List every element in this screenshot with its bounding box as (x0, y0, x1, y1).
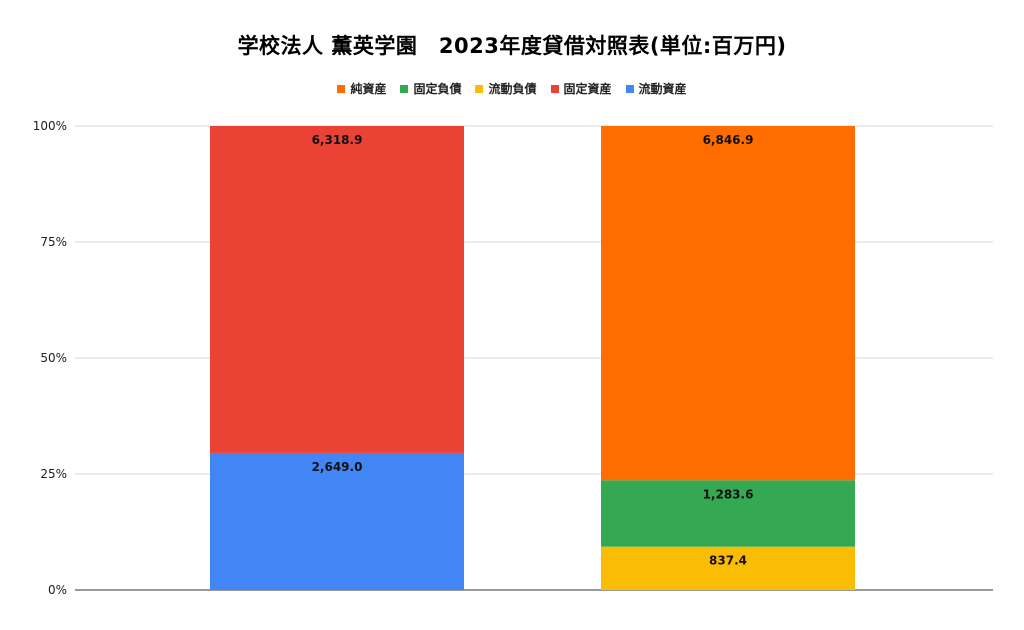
legend-swatch (475, 84, 484, 93)
legend-swatch (625, 84, 634, 93)
legend-label: 流動資産 (638, 82, 687, 96)
legend-swatch (337, 84, 346, 93)
data-label: 1,283.6 (703, 487, 754, 501)
legend-swatch (400, 84, 409, 93)
data-label: 6,846.9 (703, 133, 754, 147)
y-tick-label: 100% (33, 119, 67, 133)
chart-legend: 純資産 固定負債 流動負債 固定資産 流動資産 (0, 80, 1024, 97)
data-label: 2,649.0 (312, 460, 363, 474)
legend-item: 純資産 (337, 80, 386, 97)
bar-segment (601, 546, 855, 590)
legend-item: 固定資産 (550, 80, 612, 97)
y-tick-label: 75% (40, 235, 67, 249)
bar-segment (210, 452, 464, 590)
data-label: 837.4 (709, 554, 747, 568)
legend-swatch (550, 84, 559, 93)
legend-label: 流動負債 (488, 82, 537, 96)
chart-title: 学校法人 薫英学園 2023年度貸借対照表(単位:百万円) (237, 34, 787, 58)
y-tick-label: 25% (40, 467, 67, 481)
legend-label: 純資産 (350, 82, 387, 96)
y-tick-label: 0% (48, 583, 67, 597)
legend-label: 固定資産 (563, 82, 612, 96)
bar-segment (210, 126, 464, 453)
bar-segment (601, 480, 855, 547)
bar-segment (601, 126, 855, 481)
data-label: 6,318.9 (312, 133, 363, 147)
y-tick-label: 50% (40, 351, 67, 365)
legend-item: 固定負債 (400, 80, 461, 97)
legend-item: 流動負債 (475, 80, 537, 97)
legend-item: 流動資産 (625, 80, 687, 97)
legend-label: 固定負債 (413, 82, 462, 96)
